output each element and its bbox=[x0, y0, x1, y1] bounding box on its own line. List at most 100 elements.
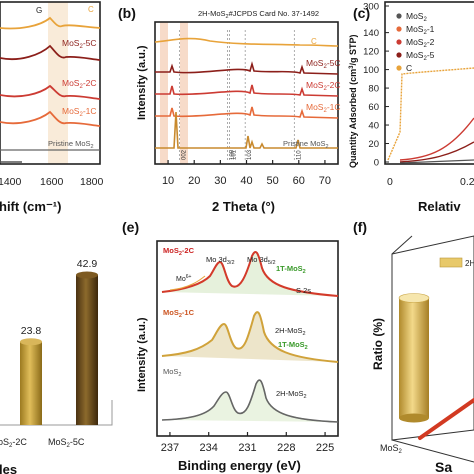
series-line bbox=[387, 67, 474, 161]
tick-label: 50 bbox=[267, 175, 279, 187]
legend-label: Pristine MoS2 bbox=[48, 139, 94, 150]
legend-label: MoS2 bbox=[406, 11, 427, 23]
axis-title-x: 2 Theta (°) bbox=[212, 199, 275, 214]
tick-label: 10 bbox=[162, 175, 174, 187]
annotation: 2H-MoS2 bbox=[275, 326, 306, 337]
series-line bbox=[399, 117, 474, 161]
series-label: MoS2-2C bbox=[163, 246, 195, 257]
tick-label: 40 bbox=[240, 175, 252, 187]
tick-label: 80 bbox=[368, 84, 379, 95]
legend-label: MoS2-2 bbox=[406, 37, 435, 49]
tick-label: 0 bbox=[387, 176, 393, 188]
box-back bbox=[391, 235, 474, 441]
highlight-band bbox=[160, 22, 168, 164]
panel-letter: (c) bbox=[353, 5, 370, 21]
axis-title-y: Ratio (%) bbox=[371, 318, 385, 370]
panel-a-frame bbox=[0, 1, 101, 165]
legend-label: MoS2-1C bbox=[62, 106, 97, 118]
panel-f: (f) 2H MoS2 Ratio (%) Sa bbox=[353, 219, 474, 474]
annotation: S 2s bbox=[296, 286, 311, 295]
series-line bbox=[161, 311, 339, 363]
series-line bbox=[0, 44, 101, 61]
series-line bbox=[155, 111, 338, 149]
bar-top bbox=[398, 293, 430, 303]
annotation: 1T-MoS2 bbox=[276, 264, 306, 275]
axis-title-x: Binding energy (eV) bbox=[178, 458, 301, 473]
legend-label: C bbox=[406, 63, 412, 73]
bar-value-label: 42.9 bbox=[77, 258, 98, 270]
card-label: 2H-MoS2#JCPDS Card No. 37-1492 bbox=[198, 9, 319, 20]
highlight-band bbox=[180, 22, 188, 164]
legend-label: C bbox=[311, 37, 317, 46]
panel-letter: (f) bbox=[353, 219, 367, 235]
tick-label: 60 bbox=[368, 102, 379, 113]
annotation: 1T-MoS2 bbox=[278, 340, 308, 351]
series-line bbox=[161, 379, 339, 423]
reference-peak-label: 103 bbox=[247, 149, 253, 160]
panel-c-frame bbox=[384, 1, 474, 165]
tick-label: MoS2-5C bbox=[48, 437, 85, 449]
bar bbox=[76, 275, 98, 425]
bar-value-label: 23.8 bbox=[21, 325, 42, 337]
box-edge bbox=[391, 235, 413, 255]
legend-swatch bbox=[439, 257, 463, 268]
bar-base bbox=[399, 413, 429, 423]
tick-label: 228 bbox=[277, 442, 295, 454]
trend-line bbox=[418, 398, 474, 440]
tick-label: 1600 bbox=[40, 176, 64, 188]
tick-label: 30 bbox=[214, 175, 226, 187]
axis-title-x: Sa bbox=[435, 459, 452, 474]
annotation: Mo 3d5/2 bbox=[247, 255, 276, 266]
reference-peak-label: 100 bbox=[229, 149, 235, 160]
fit-envelope bbox=[161, 311, 339, 363]
panel-letter: (b) bbox=[118, 5, 136, 21]
tick-label: 20 bbox=[368, 139, 379, 150]
series-line bbox=[0, 84, 101, 100]
series-line bbox=[155, 84, 339, 97]
tick-label: 40 bbox=[368, 121, 379, 132]
series-line bbox=[169, 275, 206, 291]
series-line bbox=[399, 159, 474, 164]
axis-title-y: Quantity Adsorbed (cm3/g STP) bbox=[348, 34, 358, 168]
tick-label: 70 bbox=[319, 175, 331, 187]
box-edge bbox=[391, 439, 474, 463]
tick-label: 0.2 bbox=[460, 176, 474, 188]
annotation: Mo 3d3/2 bbox=[206, 255, 235, 266]
axis-title-y: Intensity (a.u.) bbox=[136, 45, 148, 120]
bar-top bbox=[76, 271, 98, 279]
tick-label: 231 bbox=[238, 442, 256, 454]
series-line bbox=[0, 16, 101, 30]
series-line bbox=[154, 37, 339, 47]
panel-letter: (e) bbox=[122, 219, 139, 235]
series-label: MoS2-1C bbox=[163, 308, 195, 319]
panel-d: 23.8 42.9 oS2-2C MoS2-5C les bbox=[0, 258, 113, 474]
panel-b: (b) 2H-MoS2#JCPDS Card No. 37-1492 002 10… bbox=[118, 5, 341, 214]
tick-label: 140 bbox=[363, 28, 379, 39]
legend-label: Pristine MoS2 bbox=[283, 139, 329, 150]
tick-label: 0 bbox=[374, 158, 379, 169]
axis-title-x: hift (cm⁻¹) bbox=[0, 199, 61, 214]
legend-label: C bbox=[88, 5, 94, 14]
tick-label: 237 bbox=[161, 442, 179, 454]
legend-label: MoS2-2C bbox=[62, 78, 97, 90]
reference-peak-label: 110 bbox=[296, 150, 302, 160]
reference-peak-label: 002 bbox=[182, 149, 188, 160]
legend: MoS2 MoS2-1 MoS2-2 MoS2-5 C bbox=[396, 11, 435, 73]
legend-label: MoS2-1C bbox=[306, 102, 341, 114]
bar-top bbox=[20, 338, 42, 346]
legend-marker bbox=[396, 13, 402, 19]
series-line bbox=[155, 61, 339, 75]
axis-title-x: Relativ bbox=[418, 199, 461, 214]
reference-peak-label: 101 bbox=[232, 149, 238, 160]
legend-label: MoS2-5 bbox=[406, 50, 435, 62]
series-line bbox=[155, 106, 339, 119]
legend-label: MoS2-1 bbox=[406, 24, 435, 36]
tick-label: 225 bbox=[316, 442, 334, 454]
tick-label: 300 bbox=[363, 2, 379, 13]
bar bbox=[20, 341, 42, 425]
annotation: 2H-MoS2 bbox=[276, 389, 307, 400]
tick-label: 234 bbox=[200, 442, 218, 454]
tick-label: 1800 bbox=[80, 176, 104, 188]
legend-marker bbox=[396, 39, 402, 45]
